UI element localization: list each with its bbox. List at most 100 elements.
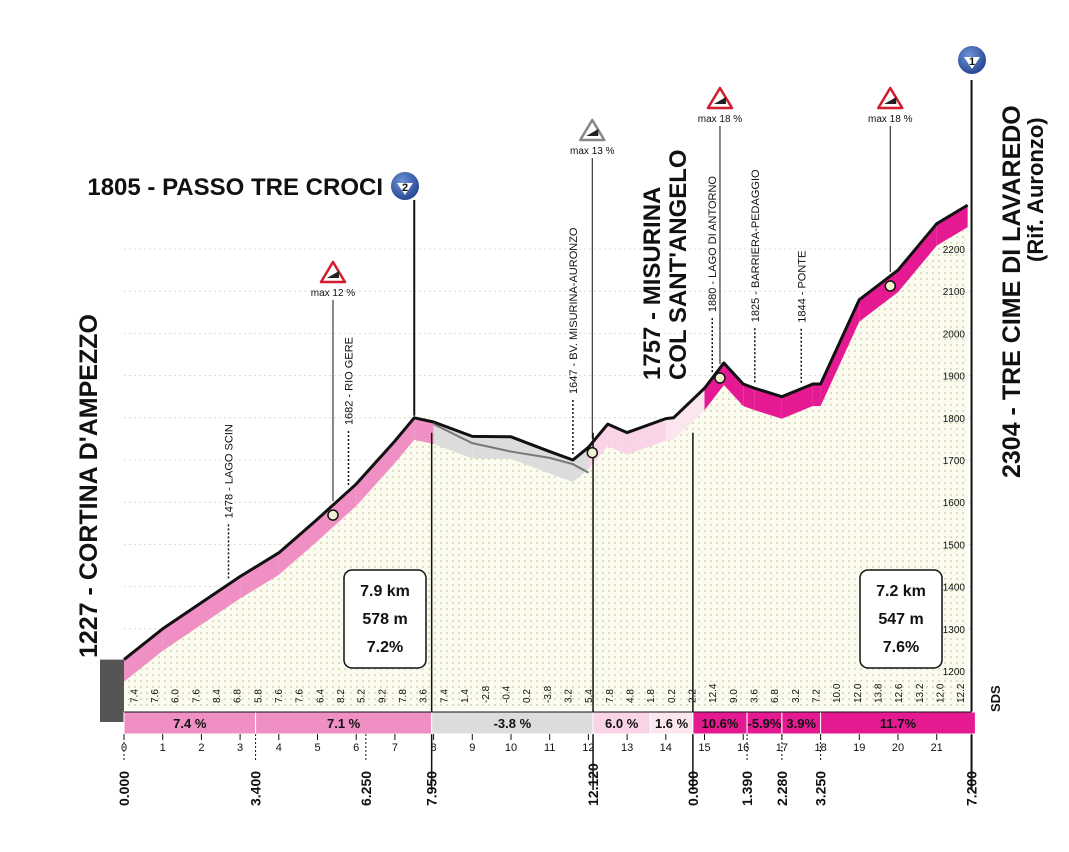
profile-outline — [123, 203, 969, 661]
road-band-segment — [433, 422, 473, 459]
km-gradient-labels: 7.4 7.6 6.0 7.6 8.4 6.8 5.8 7.6 7.6 6.4 8.2 5.2 9.2 7… — [129, 683, 967, 703]
max-grade-slope — [326, 271, 339, 278]
x-tick-label: 15 — [698, 742, 710, 754]
max-grade-triangle — [579, 118, 606, 142]
y-tick-label: 1400 — [943, 583, 966, 594]
y-tick-label: 1800 — [943, 414, 966, 425]
distance-label: 0.000 — [116, 771, 132, 806]
km-gradient-label: 6.8 — [233, 689, 244, 703]
start-base-block — [100, 659, 124, 722]
km-gradient-label: 7.4 — [439, 689, 450, 703]
road-band-segment — [627, 418, 666, 455]
max-grade-triangle — [877, 86, 904, 110]
x-tick-label: 20 — [892, 742, 904, 754]
km-gradient-label: 5.8 — [253, 689, 264, 703]
road-band-segment — [898, 223, 937, 293]
km-gradient-label: 5.2 — [357, 689, 368, 703]
climb-box — [859, 569, 943, 669]
climb-info-boxes: 7.9 km 578 m 7.2% 7.2 km 547 m 7.6% — [343, 569, 943, 669]
road-band-segment — [124, 628, 163, 682]
distance-label: 3.250 — [813, 771, 829, 806]
distance-label: 7.200 — [964, 771, 980, 806]
x-tick-label: 5 — [314, 742, 320, 754]
km-gradient-label: 7.6 — [295, 689, 306, 703]
segment-bar-label: 7.1 % — [327, 716, 361, 731]
x-tick-label: 11 — [544, 742, 555, 754]
km-gradient-label: 6.4 — [315, 689, 326, 703]
finish-badge-number: 1 — [969, 56, 975, 68]
x-tick-label: 9 — [469, 742, 475, 754]
climb-box-line: 578 m — [362, 611, 407, 628]
road-band-segment — [201, 576, 241, 625]
x-tick-label: 6 — [353, 742, 359, 754]
road-band-segment — [572, 447, 589, 482]
km-gradient-label: 6.8 — [770, 689, 781, 703]
road-band-segment — [394, 417, 415, 464]
km-gradient-label: 0.2 — [667, 689, 678, 703]
max-grade-dot — [586, 446, 599, 459]
x-tick-label: 2 — [198, 742, 204, 754]
km-gradient-label: -2.8 — [481, 685, 492, 703]
y-tick-labels: 1200 1300 1400 1500 1600 1700 1800 1900 2000 2100… — [943, 245, 966, 678]
passo-label: 1805 - PASSO TRE CROCI — [87, 174, 383, 201]
km-gradient-label: 1.4 — [460, 689, 471, 703]
x-tick-label: 4 — [276, 742, 282, 754]
road-band-segment — [356, 441, 395, 507]
climb-box-line: 547 m — [878, 611, 923, 628]
km-gradient-label: 7.6 — [274, 689, 285, 703]
km-gradient-label: 7.4 — [129, 689, 140, 703]
km-gradient-label: 8.2 — [336, 689, 347, 703]
profile-area — [100, 203, 969, 722]
max-grade-slope — [884, 97, 897, 104]
max-grade-dot — [714, 372, 726, 384]
km-gradient-label: 13.2 — [915, 683, 926, 703]
distance-label: 2.280 — [774, 771, 790, 806]
passo-badge-number: 2 — [402, 182, 408, 194]
x-tick-label: 7 — [392, 742, 398, 754]
road-band-segment — [665, 417, 674, 441]
segment-bar-label: 3.9% — [786, 716, 816, 731]
segment-bar-label: -3.8 % — [494, 716, 532, 731]
x-tick-labels: 0123456789101112131415161718192021 — [121, 734, 943, 754]
max-grade-label: max 12 % — [311, 288, 356, 299]
watermark: SDS — [988, 685, 1003, 712]
passo-badge: 2 — [389, 170, 421, 202]
waypoint-label: 1844 - PONTE — [796, 251, 808, 323]
road-band-segment — [240, 552, 279, 599]
climb-box-line: 7.9 km — [360, 583, 410, 600]
x-tick-label: 8 — [431, 742, 437, 754]
waypoint-label: 1647 - BV. MISURINA-AURONZO — [568, 227, 580, 394]
finish-badge: 1 — [956, 44, 988, 76]
km-gradient-label: 12.0 — [936, 683, 947, 703]
max-grade-dot — [884, 280, 897, 292]
y-tick-label: 1200 — [943, 667, 966, 678]
km-gradient-label: 12.4 — [708, 683, 719, 703]
climb-box — [343, 569, 427, 669]
road-band-segment — [936, 205, 968, 246]
segment-bar-label: -5.9% — [748, 716, 782, 731]
y-tick-label: 2000 — [943, 329, 966, 340]
km-gradient-label: 13.8 — [874, 683, 885, 703]
max-grade-triangle — [319, 260, 347, 284]
segment-bar-label: 6.0 % — [605, 716, 639, 731]
x-tick-label: 1 — [160, 742, 166, 754]
max-grade-label: max 18 % — [698, 114, 743, 125]
alt-profile-line — [433, 423, 589, 474]
max-grade-label: max 13 % — [570, 146, 615, 157]
road-band-segment — [162, 602, 202, 651]
km-gradient-label: 9.0 — [729, 689, 740, 703]
y-tick-label: 2100 — [943, 287, 966, 298]
x-tick-label: 12 — [582, 742, 594, 754]
km-gradient-label: 4.8 — [625, 689, 636, 703]
start-label: 1227 - CORTINA D'AMPEZZO — [75, 314, 103, 658]
finish-label-line1: 2304 - TRE CIME DI LAVAREDO — [998, 105, 1026, 478]
segment-bar-label: 7.4 % — [173, 716, 207, 731]
km-gradient-label: 3.2 — [563, 689, 574, 703]
max-grade-triangle — [706, 86, 734, 110]
km-gradient-label: 7.6 — [150, 689, 161, 703]
km-gradient-label: 5.4 — [584, 689, 595, 703]
km-gradient-label: 12.2 — [956, 683, 967, 703]
x-tick-label: 21 — [931, 742, 943, 754]
km-gradient-label: -0.4 — [501, 685, 512, 703]
y-tick-label: 1300 — [943, 625, 966, 636]
